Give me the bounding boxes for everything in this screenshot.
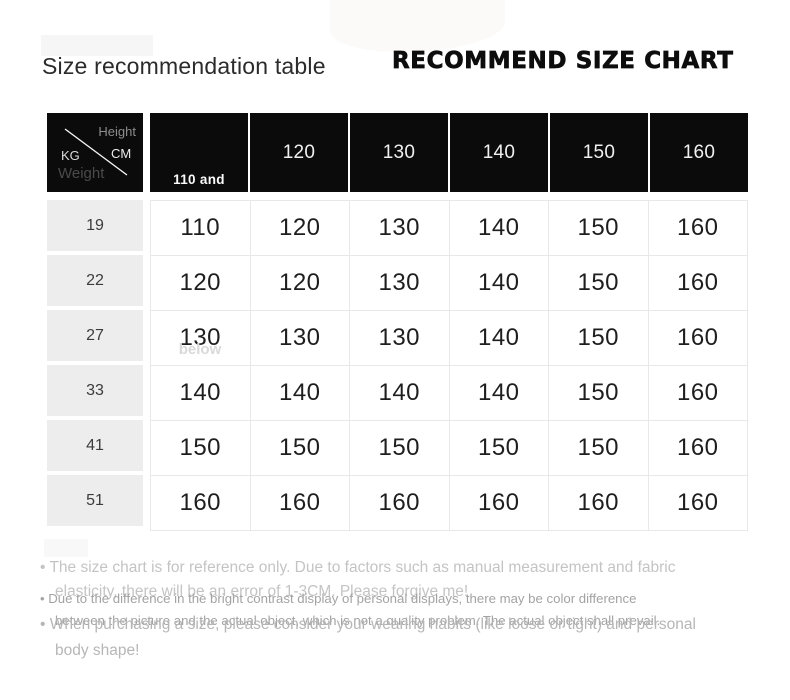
size-cell: 160 bbox=[648, 311, 748, 366]
weight-axis-label: Weight bbox=[58, 165, 105, 182]
corner-header-cell: Height CM KG Weight bbox=[47, 113, 143, 192]
size-cell: 120 bbox=[250, 201, 350, 256]
height-column-header: 140 bbox=[450, 113, 548, 192]
disclaimer-note: • The size chart is for reference only. … bbox=[40, 559, 676, 600]
size-cell: 160 bbox=[250, 476, 350, 531]
weight-cell: 33 bbox=[47, 365, 143, 416]
size-cell: 130 bbox=[350, 256, 450, 311]
page-heading: RECOMMEND SIZE CHART bbox=[392, 48, 734, 75]
weight-cell: 19 bbox=[47, 200, 143, 251]
size-cell: 140 bbox=[449, 366, 549, 421]
height-column-header: 130 bbox=[350, 113, 448, 192]
weight-cell: 41 bbox=[47, 420, 143, 471]
table-body: 19 22 27 33 41 51 110 120 130 140 150 160 120 120 130… bbox=[47, 200, 748, 531]
size-cell: 130 bbox=[350, 311, 450, 366]
kg-unit-label: KG bbox=[61, 148, 80, 163]
table-header-row: Height CM KG Weight 110 and 120 130 140 150 1… bbox=[47, 113, 748, 192]
size-cell: 160 bbox=[648, 366, 748, 421]
size-cell: 160 bbox=[648, 256, 748, 311]
size-cell: 110 bbox=[151, 201, 251, 256]
size-cell: 140 bbox=[449, 201, 549, 256]
size-cell: 120 bbox=[250, 256, 350, 311]
size-cell: 140 bbox=[449, 311, 549, 366]
height-column-header: 120 bbox=[250, 113, 348, 192]
size-cell: 150 bbox=[549, 311, 649, 366]
size-cell: 150 bbox=[549, 421, 649, 476]
size-cell: 160 bbox=[648, 421, 748, 476]
size-table: Height CM KG Weight 110 and 120 130 140 150 1… bbox=[47, 113, 748, 531]
size-cell: 160 bbox=[648, 201, 748, 256]
size-cell: 150 bbox=[549, 366, 649, 421]
size-cell: 160 bbox=[549, 476, 649, 531]
size-cell: 150 bbox=[350, 421, 450, 476]
size-cell: 150 bbox=[549, 256, 649, 311]
height-column-header: 110 and bbox=[150, 113, 248, 192]
size-cell: 140 bbox=[449, 256, 549, 311]
page-title: Size recommendation table bbox=[42, 53, 326, 79]
cm-unit-label: CM bbox=[111, 146, 132, 161]
weight-cell: 27 bbox=[47, 310, 143, 361]
weight-column: 19 22 27 33 41 51 bbox=[47, 200, 143, 530]
disclaimer-note: • Due to the difference in the bright co… bbox=[40, 591, 661, 628]
size-cell: 140 bbox=[151, 366, 251, 421]
size-cell: 130 bbox=[151, 311, 251, 366]
diagonal-divider-line bbox=[64, 128, 128, 176]
weight-cell: 22 bbox=[47, 255, 143, 306]
size-cell: 130 bbox=[250, 311, 350, 366]
weight-cell: 51 bbox=[47, 475, 143, 526]
size-cell: 160 bbox=[350, 476, 450, 531]
height-column-header: 150 bbox=[550, 113, 648, 192]
size-cell: 140 bbox=[350, 366, 450, 421]
background-artifact bbox=[44, 539, 88, 557]
size-cell: 150 bbox=[250, 421, 350, 476]
size-cell: 150 bbox=[549, 201, 649, 256]
size-cell: 160 bbox=[648, 476, 748, 531]
height-header-cells: 110 and 120 130 140 150 160 bbox=[150, 113, 748, 192]
size-grid: 110 120 130 140 150 160 120 120 130 140 150 160 130 1… bbox=[150, 200, 748, 531]
size-cell: 140 bbox=[250, 366, 350, 421]
height-axis-label: Height bbox=[98, 124, 136, 139]
disclaimer-note: • When purchasing a size, please conside… bbox=[40, 616, 696, 659]
header-overflow-text: below bbox=[178, 341, 222, 358]
size-cell: 160 bbox=[449, 476, 549, 531]
size-cell: 120 bbox=[151, 256, 251, 311]
size-cell: 160 bbox=[151, 476, 251, 531]
size-cell: 150 bbox=[449, 421, 549, 476]
background-artifact bbox=[330, 0, 505, 52]
size-cell: 150 bbox=[151, 421, 251, 476]
size-cell: 130 bbox=[350, 201, 450, 256]
height-column-header: 160 bbox=[650, 113, 748, 192]
